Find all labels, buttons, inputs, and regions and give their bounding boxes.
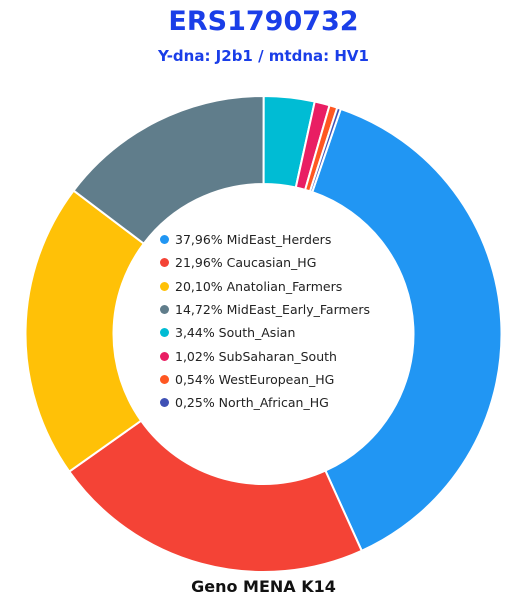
legend-dot-icon (160, 281, 169, 291)
legend-label: 37,96% MidEast_Herders (175, 232, 332, 248)
legend-label: 21,96% Caucasian_HG (175, 255, 317, 271)
legend-dot-icon (160, 305, 169, 315)
legend-label: 20,10% Anatolian_Farmers (175, 278, 343, 294)
slice-north-african-hg[interactable] (308, 106, 343, 194)
legend-dot-icon (160, 351, 169, 361)
legend-dot-icon (160, 328, 169, 338)
legend-item: 1,02% SubSaharan_South (160, 344, 390, 367)
legend-item: 20,10% Anatolian_Farmers (160, 275, 390, 298)
legend-item: 0,54% WestEuropean_HG (160, 368, 390, 391)
legend-dot-icon (160, 235, 169, 245)
legend-item: 14,72% MidEast_Early_Farmers (160, 298, 390, 321)
chart-title: ERS1790732 (168, 6, 359, 37)
legend-item: 21,96% Caucasian_HG (160, 251, 390, 274)
legend-label: 14,72% MidEast_Early_Farmers (175, 302, 371, 318)
chart-subtitle: Y-dna: J2b1 / mtdna: HV1 (158, 47, 369, 65)
legend-dot-icon (160, 398, 169, 408)
slice-anatolian-farmers[interactable] (24, 189, 146, 473)
slice-caucasian-hg[interactable] (67, 419, 364, 573)
legend-label: 0,25% North_African_HG (175, 395, 329, 411)
legend-dot-icon (160, 374, 169, 384)
legend-item: 0,25% North_African_HG (160, 391, 390, 414)
legend-item: 3,44% South_Asian (160, 321, 390, 344)
slice-mideast-herders[interactable] (310, 107, 503, 553)
legend-label: 3,44% South_Asian (175, 325, 296, 341)
legend-dot-icon (160, 258, 169, 268)
chart-legend: 37,96% MidEast_Herders 21,96% Caucasian_H… (160, 228, 390, 414)
legend-label: 1,02% SubSaharan_South (175, 348, 337, 364)
chart-footer: Geno MENA K14 (191, 577, 336, 596)
legend-label: 0,54% WestEuropean_HG (175, 371, 335, 387)
legend-item: 37,96% MidEast_Herders (160, 228, 390, 251)
